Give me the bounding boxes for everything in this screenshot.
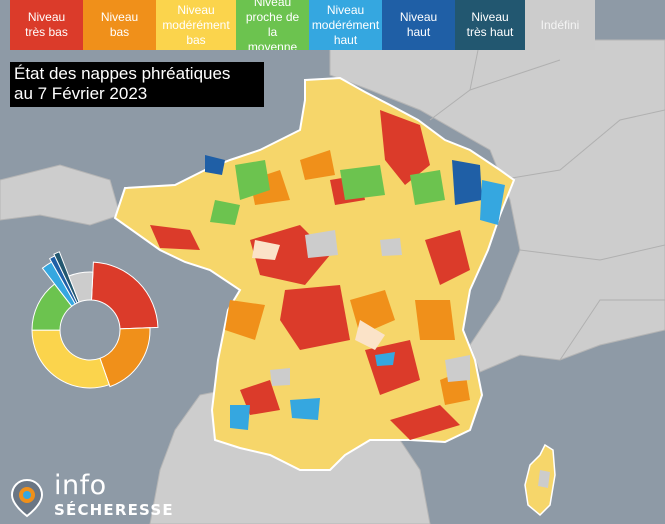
legend-item-3[interactable]: Niveau proche de la moyenne [236,0,309,50]
zones-moyenne [210,160,445,225]
brand-logo: info SÉCHERESSE [8,470,208,522]
donut-chart[interactable] [0,250,180,410]
france[interactable] [113,76,516,471]
legend-item-0[interactable]: Niveau très bas [10,0,83,50]
legend-item-2[interactable]: Niveau modérément bas [156,0,236,50]
donut-slice-1[interactable] [99,327,151,388]
map-title: État des nappes phréatiques au 7 Février… [10,62,264,107]
zones-pale [252,240,385,350]
country-borders [429,39,665,361]
legend: Niveau très bas Niveau bas Niveau modérément b… [10,0,595,50]
legend-item-7[interactable]: Indéfini [525,0,595,50]
zones-haut [205,155,482,205]
legend-item-4[interactable]: Niveau modérément haut [309,0,382,50]
donut-slice-0[interactable] [90,261,159,330]
donut-slice-2[interactable] [31,329,110,389]
title-line-1: État des nappes phréatiques [14,64,231,83]
zones-indefini [270,230,470,386]
legend-item-1[interactable]: Niveau bas [83,0,156,50]
corsica-zone [538,470,550,488]
legend-item-5[interactable]: Niveau haut [382,0,455,50]
brand-secheresse: SÉCHERESSE [54,501,174,519]
zones-moderement-haut [230,180,505,430]
legend-item-6[interactable]: Niveau très haut [455,0,525,50]
donut-slice-7[interactable] [68,271,94,303]
location-pin-icon [10,478,44,518]
brand-info: info [54,470,107,501]
title-line-2: au 7 Février 2023 [14,84,148,103]
